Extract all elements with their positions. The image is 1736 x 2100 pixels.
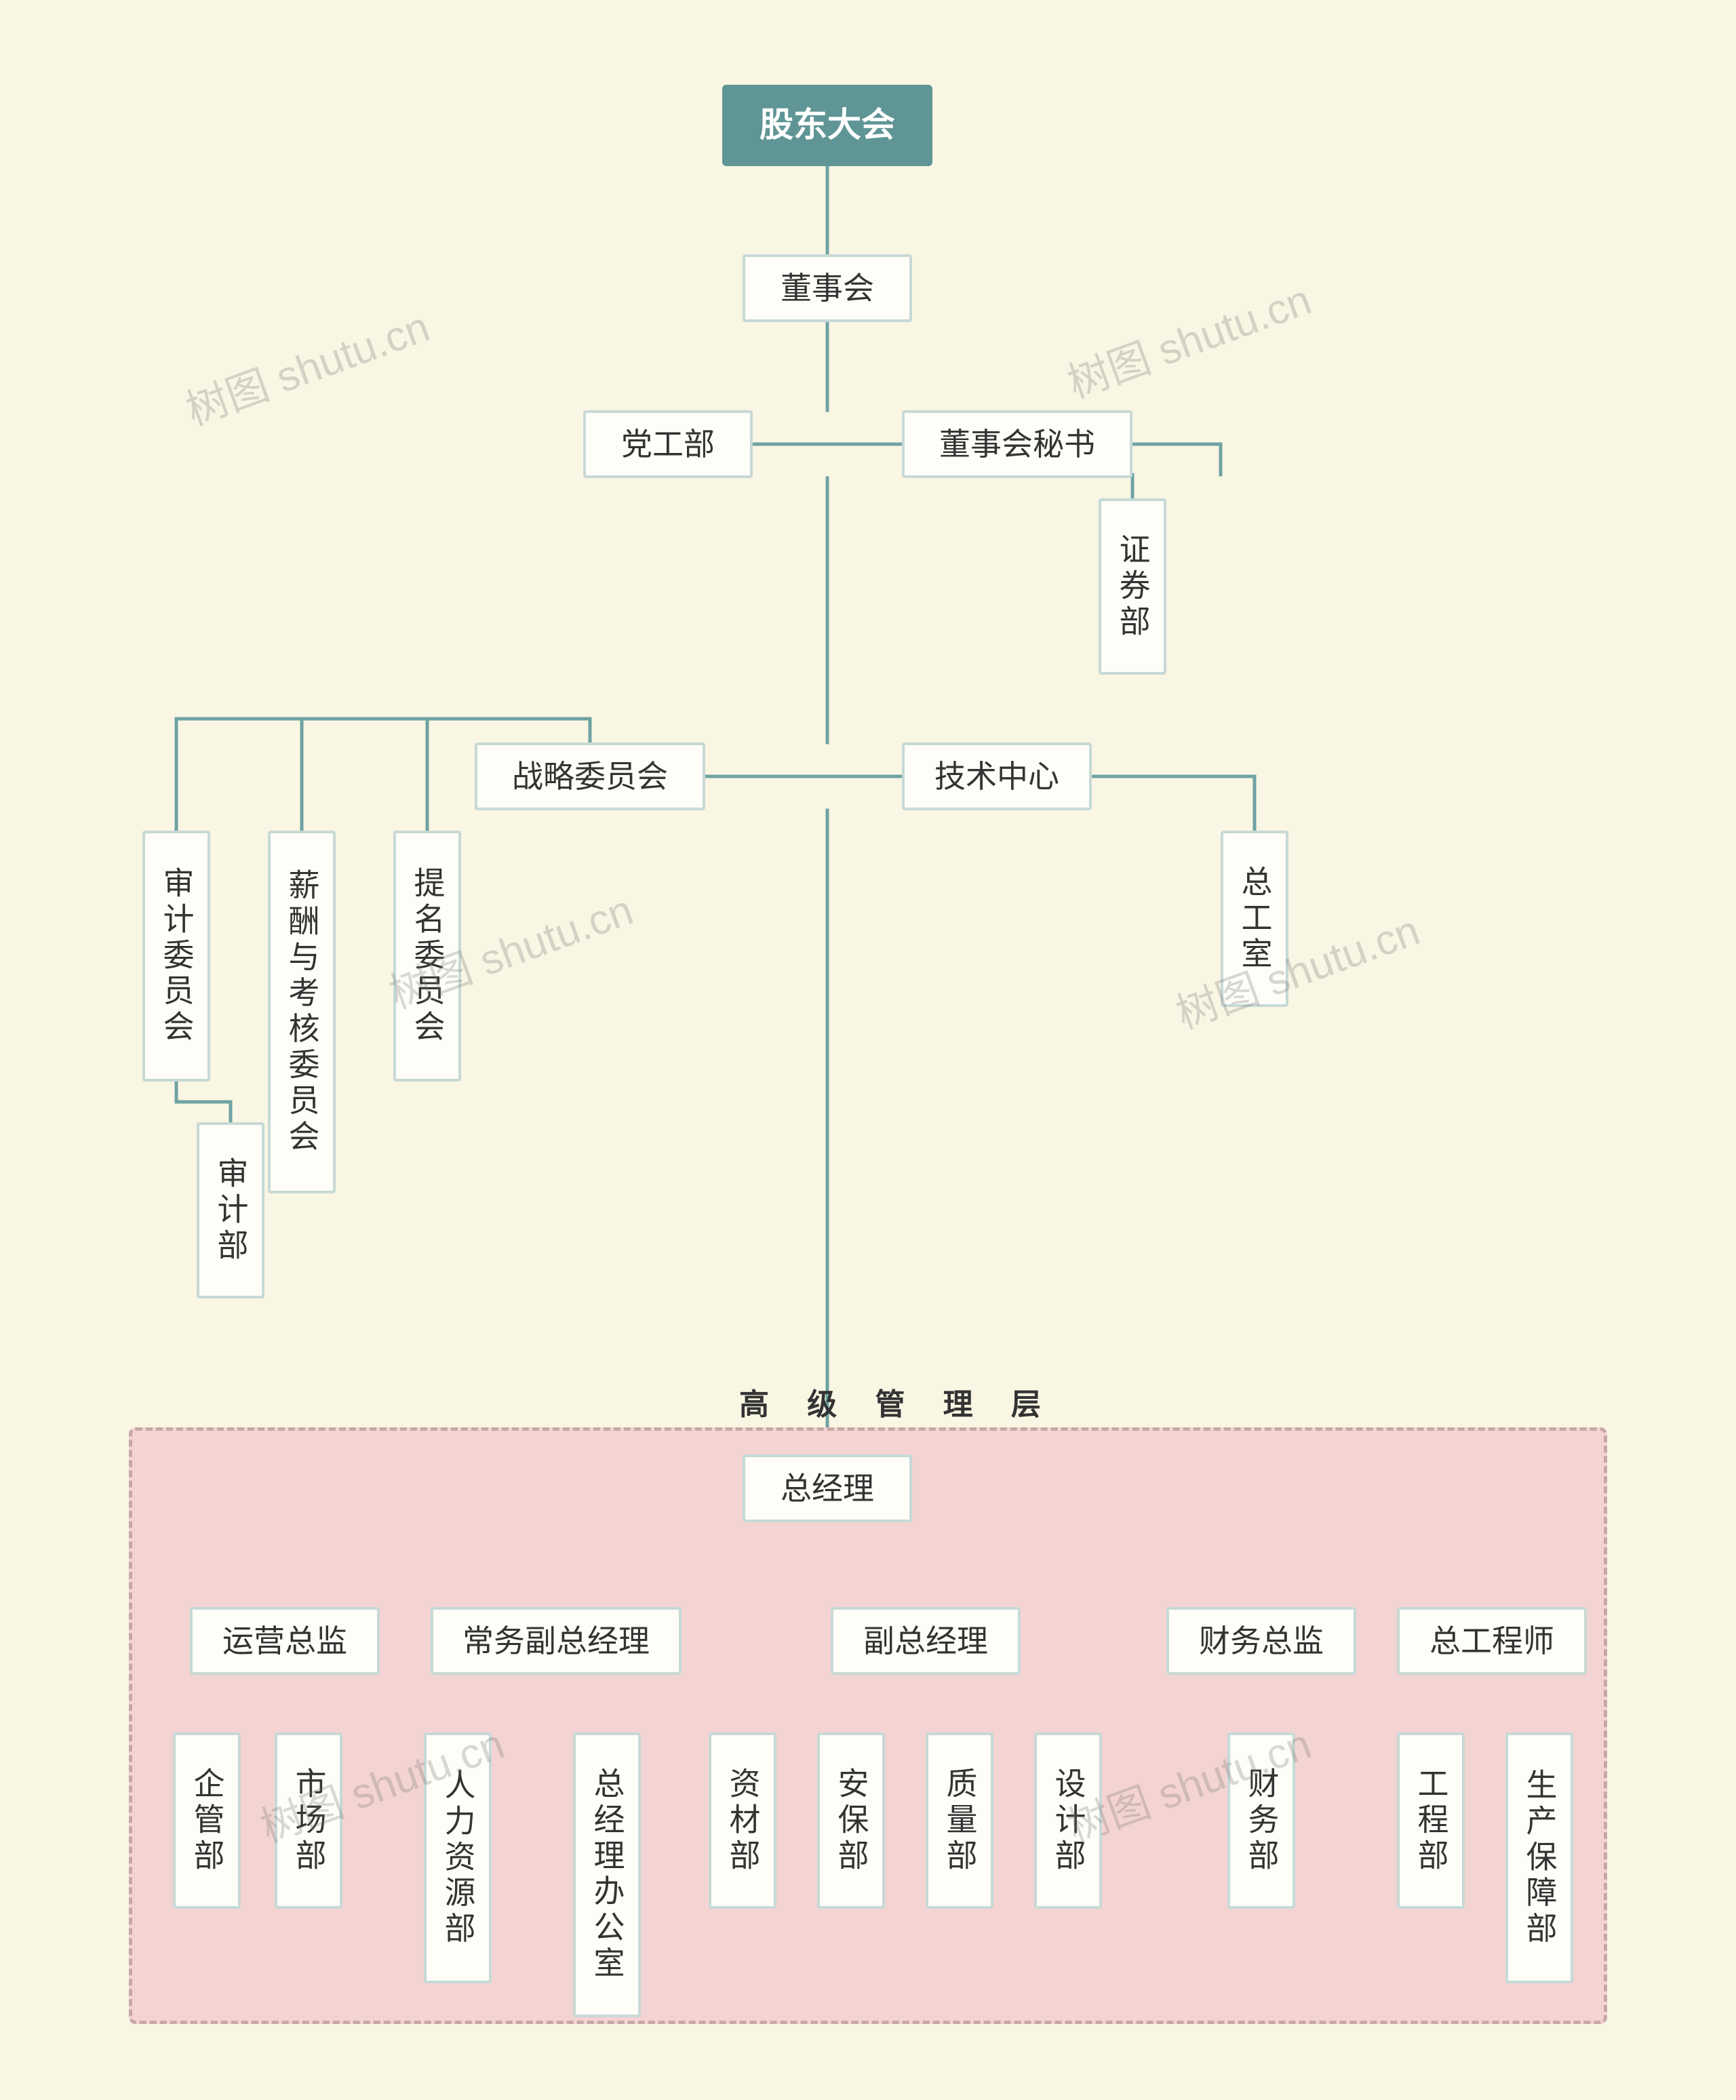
- org-node-sec: 安保部: [817, 1732, 885, 1909]
- org-node-label: 工程部: [1413, 1767, 1449, 1875]
- org-node-qg: 企管部: [173, 1732, 241, 1909]
- org-node-hr: 人力资源部: [424, 1732, 492, 1983]
- org-node-fin: 财务部: [1227, 1732, 1295, 1909]
- org-node-eng: 工程部: [1397, 1732, 1465, 1909]
- org-node-gmo: 总经理办公室: [573, 1732, 641, 2017]
- org-node-label: 总经理: [781, 1471, 874, 1507]
- org-node-label: 市场部: [291, 1767, 327, 1875]
- org-node-root: 股东大会: [722, 85, 932, 166]
- org-node-comp_c: 薪酬与考核委员会: [268, 831, 336, 1193]
- org-node-chief_eng_off: 总工室: [1221, 831, 1288, 1007]
- org-node-label: 资材部: [725, 1767, 761, 1875]
- org-node-party: 党工部: [583, 410, 753, 478]
- org-node-chief_eng: 总工程师: [1397, 1607, 1587, 1675]
- org-node-label: 财务部: [1244, 1767, 1280, 1875]
- org-node-label: 董事会: [781, 271, 874, 306]
- org-node-prod: 生产保障部: [1505, 1732, 1573, 1983]
- org-node-label: 质量部: [942, 1767, 978, 1875]
- org-node-label: 党工部: [621, 427, 715, 462]
- senior-management-title: 高 级 管 理 层: [739, 1380, 1056, 1423]
- org-node-tech: 技术中心: [902, 742, 1092, 810]
- org-node-label: 总经理办公室: [589, 1767, 625, 1982]
- org-node-vgm: 副总经理: [831, 1607, 1021, 1675]
- org-node-label: 设计部: [1050, 1767, 1086, 1875]
- org-node-exec_vgm: 常务副总经理: [431, 1607, 682, 1675]
- org-node-strat: 战略委员会: [475, 742, 705, 810]
- org-node-label: 人力资源部: [440, 1768, 476, 1948]
- org-node-label: 安保部: [833, 1767, 869, 1875]
- org-node-label: 股东大会: [760, 106, 895, 145]
- org-node-label: 总工室: [1237, 865, 1273, 973]
- org-node-label: 审计委员会: [159, 867, 195, 1046]
- org-node-label: 运营总监: [222, 1623, 347, 1659]
- org-node-sec_dept: 证券部: [1099, 498, 1166, 675]
- org-node-cfo: 财务总监: [1166, 1607, 1356, 1675]
- org-node-label: 技术中心: [934, 759, 1059, 795]
- org-node-label: 企管部: [189, 1767, 225, 1875]
- org-node-mkt: 市场部: [275, 1732, 342, 1909]
- org-node-mat: 资材部: [709, 1732, 776, 1909]
- org-node-label: 提名委员会: [410, 867, 446, 1046]
- org-node-label: 证券部: [1115, 533, 1151, 641]
- org-node-nom_c: 提名委员会: [393, 831, 461, 1082]
- org-node-label: 薪酬与考核委员会: [284, 869, 320, 1155]
- org-node-audit_c: 审计委员会: [142, 831, 210, 1082]
- org-chart-edge: [1132, 444, 1221, 475]
- org-node-qa: 质量部: [926, 1732, 993, 1909]
- org-node-label: 审计部: [213, 1157, 249, 1265]
- org-node-label: 总工程师: [1429, 1623, 1554, 1659]
- org-node-ops_dir: 运营总监: [190, 1607, 380, 1675]
- org-node-label: 副总经理: [863, 1623, 988, 1659]
- org-node-label: 董事会秘书: [939, 427, 1095, 462]
- org-chart-edge: [176, 1082, 231, 1122]
- org-node-audit_d: 审计部: [197, 1122, 264, 1299]
- org-node-label: 战略委员会: [512, 759, 668, 795]
- org-node-des: 设计部: [1034, 1732, 1102, 1909]
- org-node-label: 财务总监: [1199, 1623, 1324, 1659]
- org-chart-edge: [1092, 776, 1255, 831]
- org-node-label: 常务副总经理: [462, 1623, 650, 1659]
- org-node-bsec: 董事会秘书: [902, 410, 1132, 478]
- org-node-board: 董事会: [743, 254, 912, 322]
- org-node-gm: 总经理: [743, 1454, 912, 1522]
- org-node-label: 生产保障部: [1522, 1768, 1558, 1948]
